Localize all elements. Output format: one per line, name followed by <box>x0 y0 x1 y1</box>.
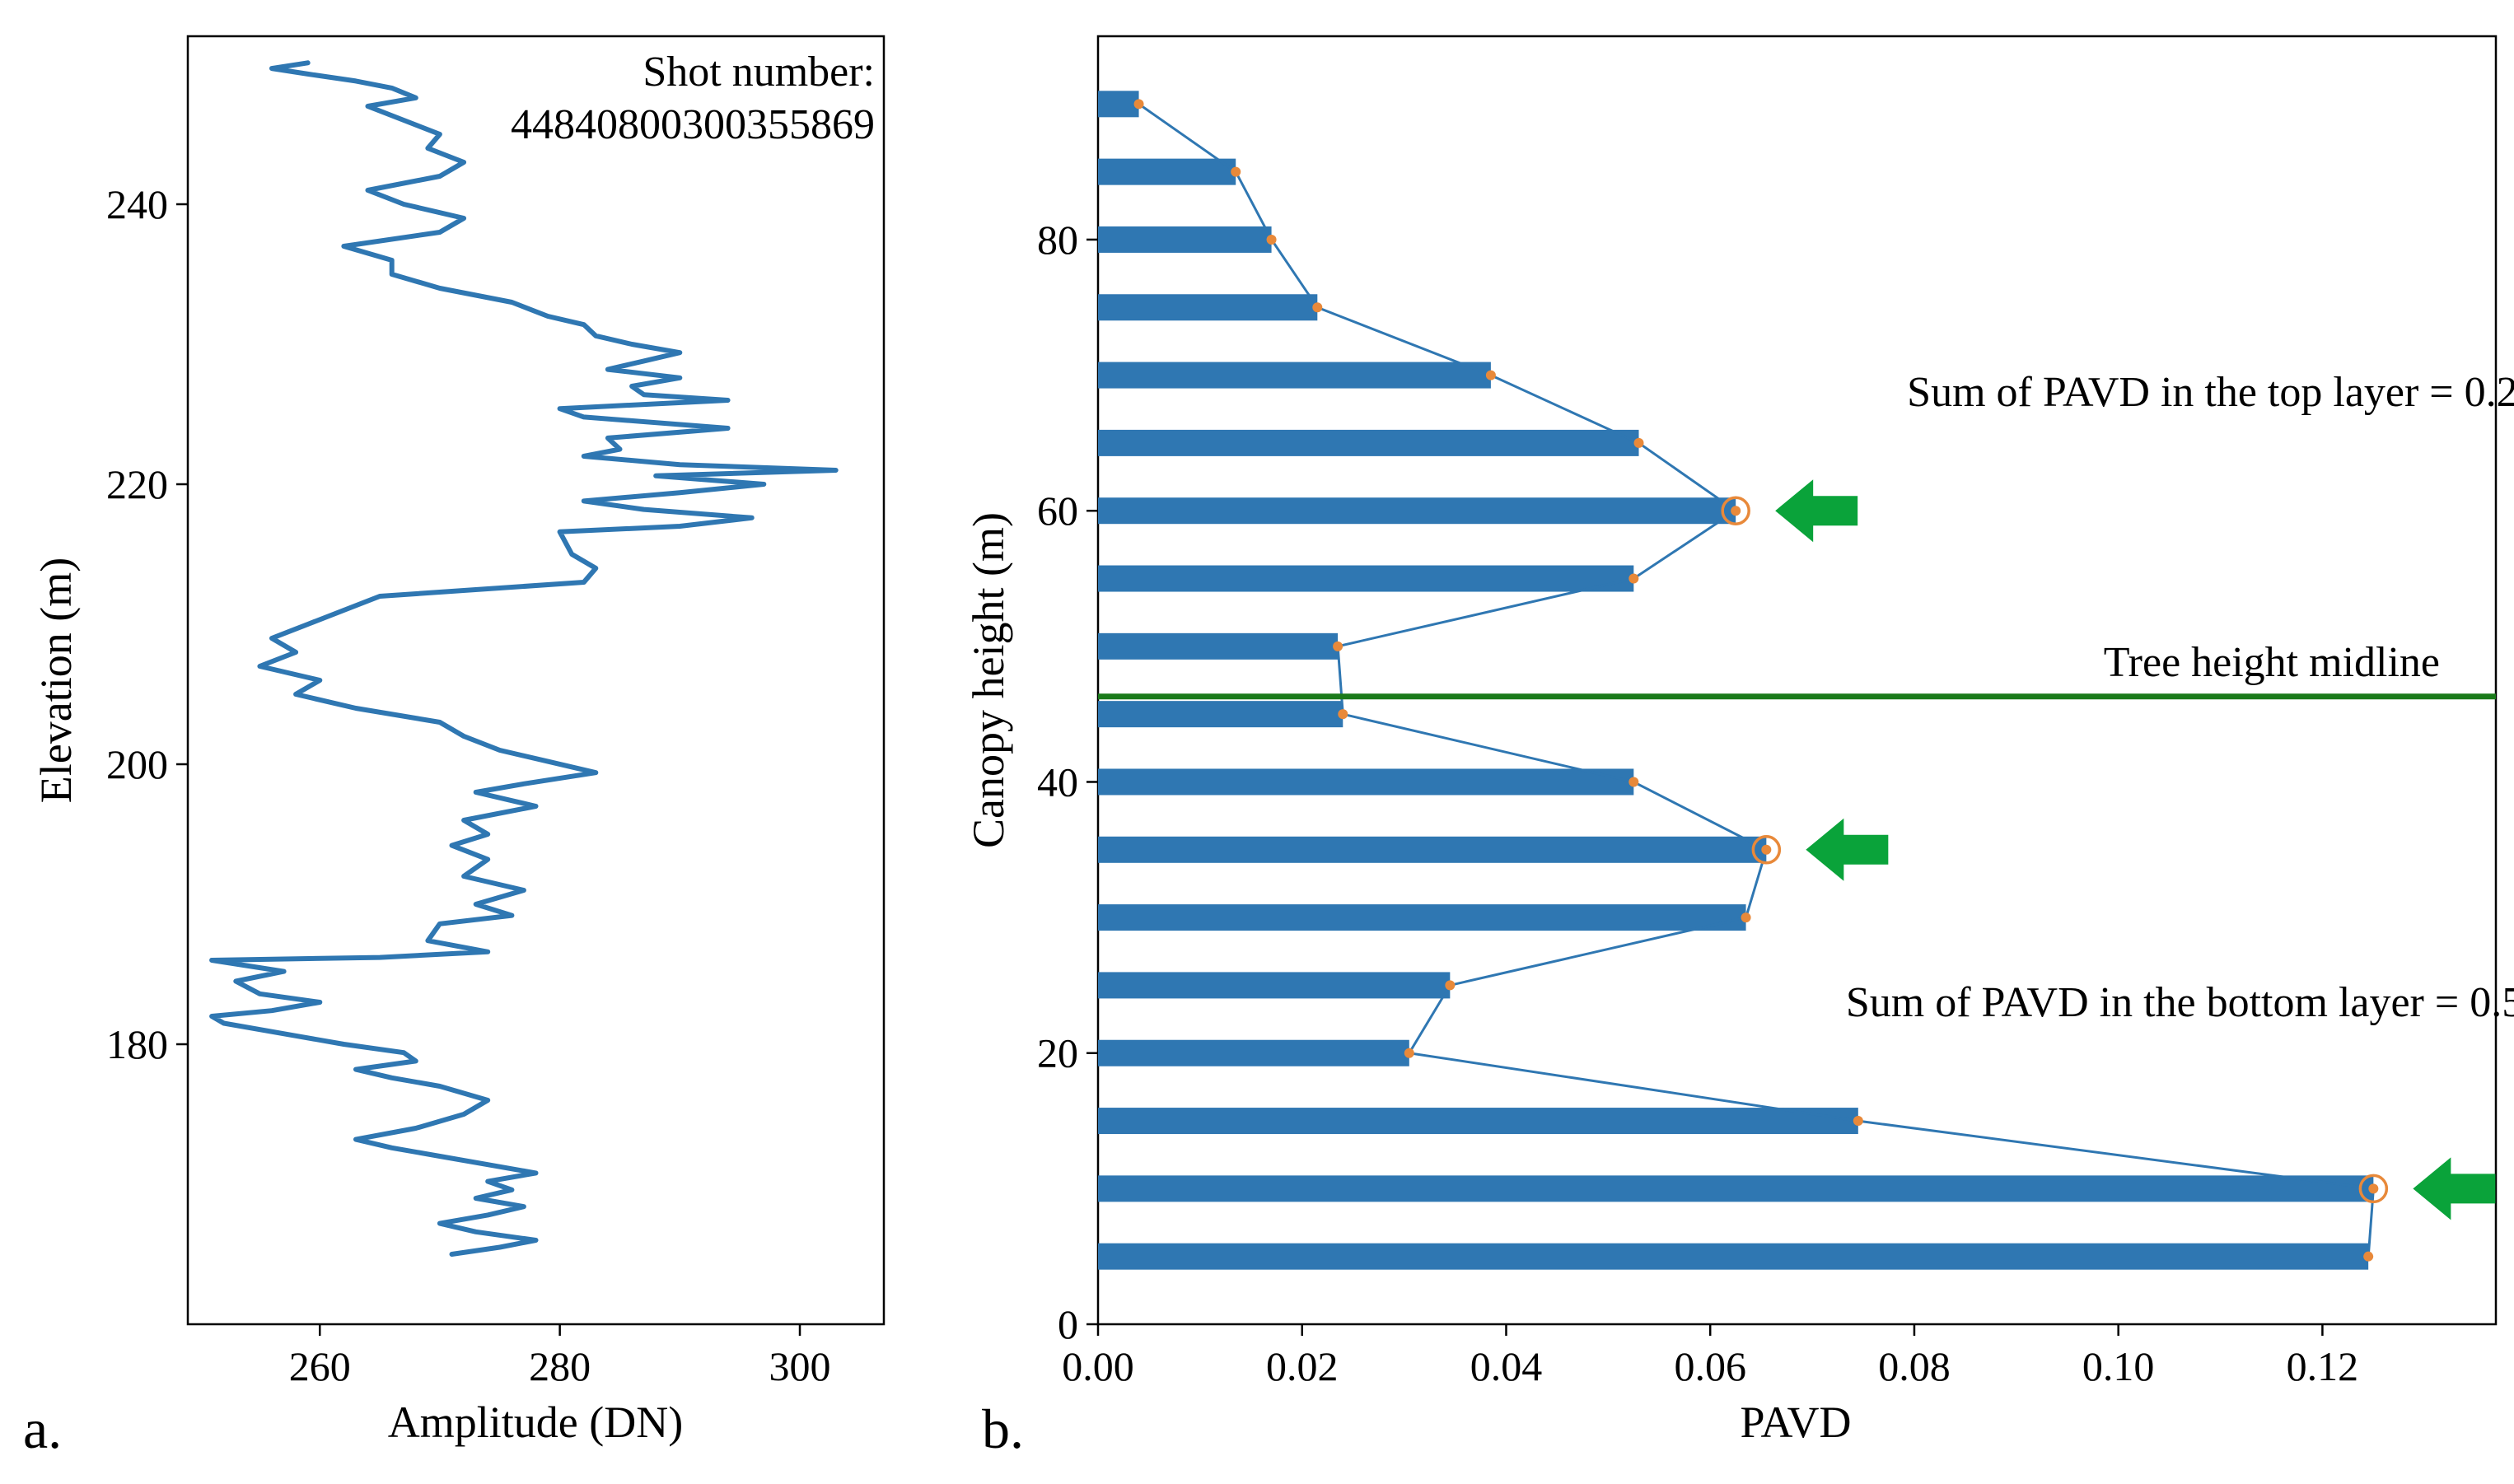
pavd-marker <box>1231 166 1241 177</box>
x-tick-label-b: 0.12 <box>2287 1343 2359 1389</box>
y-tick-label-b: 80 <box>1037 217 1078 263</box>
pavd-marker <box>1333 641 1343 651</box>
pavd-bar <box>1098 497 1736 525</box>
pavd-bar <box>1098 1243 2369 1270</box>
plot-frame-a <box>186 35 886 1326</box>
peak-arrow <box>2413 1157 2496 1220</box>
y-tick-label-b: 60 <box>1037 488 1078 534</box>
y-tick-label-a: 180 <box>106 1021 168 1067</box>
top-layer-sum-label: Sum of PAVD in the top layer = 0.29 <box>1907 369 2514 416</box>
pavd-marker <box>2363 1251 2374 1262</box>
pavd-bar <box>1098 429 1639 456</box>
pavd-marker <box>1628 573 1639 584</box>
pavd-bar <box>1098 1108 1858 1135</box>
pavd-marker <box>2368 1183 2379 1194</box>
midline-label: Tree height midline <box>2104 639 2440 686</box>
pavd-marker <box>1445 980 1456 991</box>
pavd-marker <box>1404 1048 1414 1058</box>
x-tick-label-b: 0.08 <box>1878 1343 1951 1389</box>
panel-a-waveform: 260 280 300 180 200 220 240 Amplitude (DN) Eleva… <box>23 35 886 1460</box>
pavd-bar <box>1098 362 1491 389</box>
y-tick-label-a: 240 <box>106 181 168 227</box>
pavd-marker <box>1731 506 1741 516</box>
pavd-bar <box>1098 836 1767 863</box>
peak-arrow <box>1806 818 1889 881</box>
panel-label-b: b. <box>982 1398 1024 1460</box>
pavd-marker <box>1266 234 1277 245</box>
pavd-marker <box>1312 302 1323 313</box>
bottom-layer-sum-label: Sum of PAVD in the bottom layer = 0.59 <box>1846 979 2514 1026</box>
waveform-line <box>209 60 839 1257</box>
y-tick-label-a: 220 <box>106 461 168 507</box>
y-tick-label-b: 0 <box>1058 1301 1078 1347</box>
x-tick-label-a: 280 <box>529 1343 591 1389</box>
panel-b-pavd: 0.00 0.02 0.04 0.06 0.08 0.10 0.12 0 20 40 60 80 Tre… <box>964 35 2514 1460</box>
pavd-bar <box>1098 91 1139 118</box>
pavd-bar <box>1098 701 1343 728</box>
x-axis-label-a: Amplitude (DN) <box>388 1398 683 1447</box>
pavd-bar <box>1098 972 1451 999</box>
pavd-bar <box>1098 158 1236 185</box>
x-tick-label-b: 0.02 <box>1266 1343 1339 1389</box>
x-axis-label-b: PAVD <box>1740 1398 1851 1447</box>
peak-marker <box>2358 1174 2389 1204</box>
peak-marker <box>1751 835 1782 865</box>
pavd-bar <box>1098 768 1634 796</box>
pavd-bar <box>1098 565 1634 592</box>
x-tick-label-b: 0.06 <box>1674 1343 1746 1389</box>
pavd-bar <box>1098 294 1318 321</box>
pavd-marker <box>1761 844 1772 855</box>
plot-frame-b <box>1096 35 2498 1326</box>
peak-marker <box>1721 496 1750 525</box>
x-tick-label-a: 260 <box>289 1343 351 1389</box>
pavd-marker <box>1133 99 1144 110</box>
pavd-bar <box>1098 632 1339 660</box>
peak-arrow <box>1775 479 1858 543</box>
pavd-marker <box>1853 1116 1863 1127</box>
pavd-bar <box>1098 1039 1409 1066</box>
y-tick-label-a: 200 <box>106 741 168 787</box>
y-tick-label-b: 40 <box>1037 758 1078 805</box>
x-tick-label-b: 0.00 <box>1062 1343 1134 1389</box>
pavd-bar <box>1098 904 1746 931</box>
x-tick-label-a: 300 <box>769 1343 831 1389</box>
y-axis-label-b: Canopy height (m) <box>964 512 1013 848</box>
shot-number-label: Shot number: <box>643 49 875 96</box>
pavd-marker <box>1338 709 1348 720</box>
x-tick-label-b: 0.10 <box>2082 1343 2155 1389</box>
pavd-bar <box>1098 1175 2374 1202</box>
pavd-marker <box>1628 777 1639 787</box>
pavd-marker <box>1485 370 1496 380</box>
pavd-marker <box>1741 912 1751 923</box>
y-tick-label-b: 20 <box>1037 1030 1078 1076</box>
pavd-marker <box>1633 437 1644 448</box>
pavd-bar <box>1098 226 1272 253</box>
y-axis-label-a: Elevation (m) <box>31 558 81 803</box>
pavd-profile-line <box>1138 103 2376 1257</box>
panel-label-a: a. <box>23 1398 62 1460</box>
x-tick-label-b: 0.04 <box>1470 1343 1543 1389</box>
shot-number-value: 44840800300355869 <box>511 101 875 148</box>
